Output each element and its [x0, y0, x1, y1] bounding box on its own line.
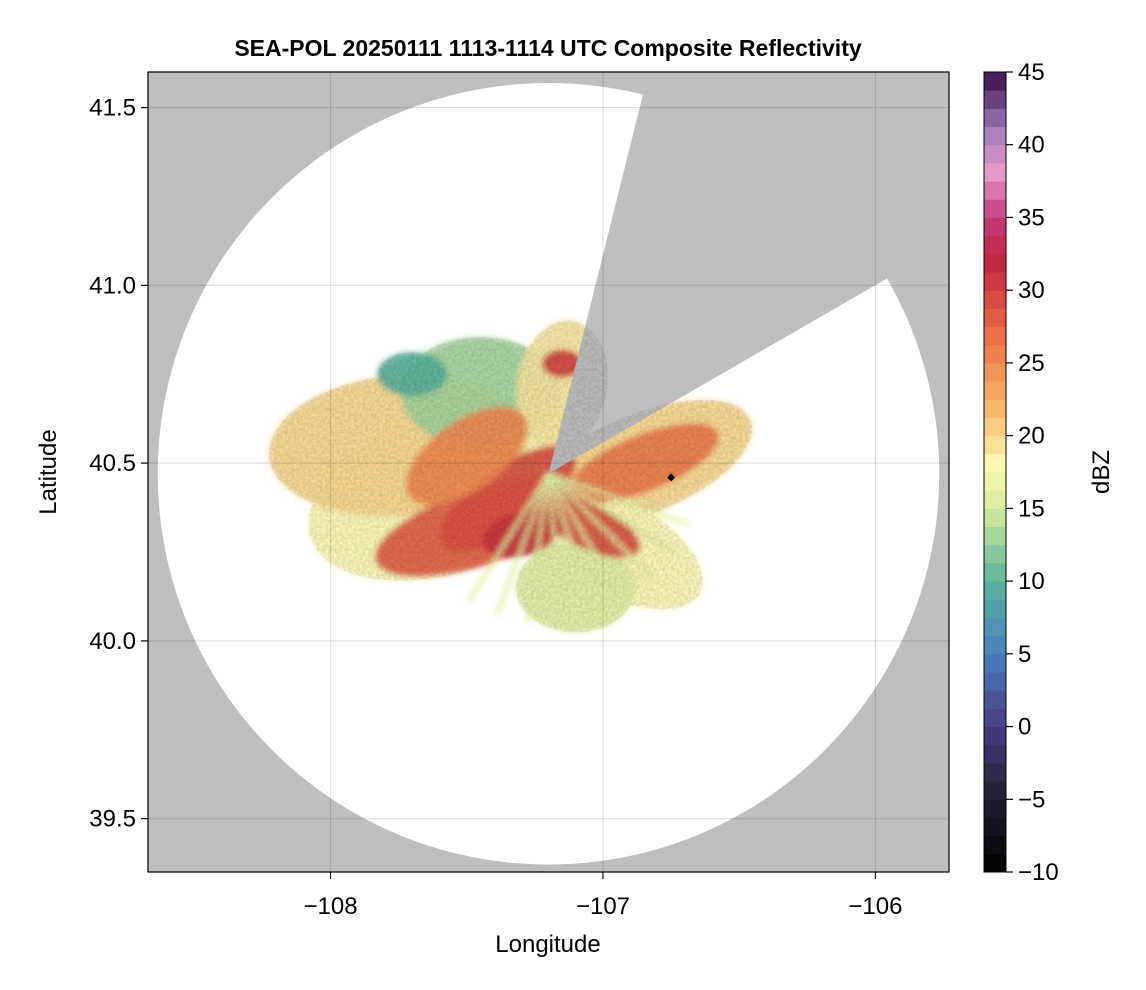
- colorbar-step: [984, 90, 1006, 109]
- colorbar-step: [984, 562, 1006, 582]
- x-tick-label: −106: [848, 893, 902, 920]
- colorbar-step: [984, 799, 1006, 818]
- colorbar-tick-label: −10: [1018, 859, 1059, 886]
- colorbar-step: [984, 835, 1006, 855]
- colorbar-step: [984, 326, 1006, 346]
- chart-title: SEA-POL 20250111 1113-1114 UTC Composite…: [234, 35, 862, 61]
- y-tick-label: 40.0: [89, 628, 136, 655]
- colorbar-step: [984, 599, 1006, 618]
- colorbar-step: [984, 381, 1006, 400]
- colorbar-step: [984, 672, 1006, 691]
- colorbar-step: [984, 708, 1006, 728]
- colorbar-step: [984, 653, 1006, 673]
- colorbar-tick-label: 5: [1018, 641, 1031, 668]
- colorbar-tick-label: 40: [1018, 132, 1045, 159]
- colorbar-step: [984, 544, 1006, 564]
- colorbar-step: [984, 581, 1006, 600]
- y-tick-label: 41.0: [89, 272, 136, 299]
- site-marker: [667, 473, 676, 482]
- colorbar-frame: [983, 71, 1007, 873]
- colorbar-step: [984, 181, 1006, 200]
- x-tick-label: −107: [576, 893, 630, 920]
- colorbar-step: [984, 362, 1006, 382]
- colorbar-step: [984, 744, 1006, 764]
- colorbar-tick-label: 10: [1018, 568, 1045, 595]
- plot-area: [148, 72, 949, 872]
- colorbar-step: [984, 781, 1006, 800]
- y-tick-label: 39.5: [89, 806, 136, 833]
- colorbar-tick-label: 0: [1018, 714, 1031, 741]
- colorbar-tick-label: 20: [1018, 423, 1045, 450]
- colorbar-step: [984, 526, 1006, 546]
- colorbar-step: [984, 726, 1006, 746]
- colorbar-step: [984, 635, 1006, 655]
- colorbar-step: [984, 853, 1006, 873]
- colorbar-tick-label: 15: [1018, 495, 1045, 522]
- x-axis-label: Longitude: [495, 931, 600, 958]
- colorbar-step: [984, 417, 1006, 437]
- colorbar-step: [984, 490, 1006, 509]
- colorbar-step: [984, 126, 1006, 146]
- colorbar-step: [984, 308, 1006, 328]
- blocked-sector-overlay: [548, 90, 891, 474]
- colorbar-label: dBZ: [1088, 450, 1115, 494]
- grid-lines: [148, 72, 949, 872]
- colorbar-step: [984, 344, 1006, 364]
- x-axis: −108 −107 −106: [304, 872, 902, 920]
- colorbar-step: [984, 235, 1006, 255]
- colorbar-tick-label: 25: [1018, 350, 1045, 377]
- y-axis: 39.5 40.0 40.5 41.0 41.5: [89, 95, 148, 833]
- colorbar-step: [984, 108, 1006, 128]
- plot-frame: [147, 71, 950, 873]
- colorbar-step: [984, 617, 1006, 637]
- colorbar-step: [984, 762, 1006, 782]
- colorbar-step: [984, 453, 1006, 473]
- colorbar-step: [984, 253, 1006, 273]
- colorbar-step: [984, 162, 1006, 182]
- y-tick-label: 41.5: [89, 95, 136, 122]
- colorbar-step: [984, 399, 1006, 418]
- colorbar-step: [984, 199, 1006, 218]
- y-axis-label: Latitude: [35, 429, 62, 514]
- colorbar-tick-label: 45: [1018, 59, 1045, 86]
- colorbar-step: [984, 144, 1006, 164]
- colorbar-step: [984, 72, 1006, 91]
- colorbar-step: [984, 272, 1006, 291]
- colorbar-step: [984, 690, 1006, 709]
- colorbar-tick-label: 35: [1018, 204, 1045, 231]
- colorbar-step: [984, 508, 1006, 528]
- x-tick-label: −108: [304, 893, 358, 920]
- colorbar-tick-label: −5: [1018, 786, 1045, 813]
- y-tick-label: 40.5: [89, 450, 136, 477]
- colorbar-step: [984, 817, 1006, 837]
- colorbar-step: [984, 472, 1006, 491]
- colorbar-step: [984, 435, 1006, 455]
- colorbar-tick-label: 30: [1018, 277, 1045, 304]
- colorbar: −10 −5 0 5 10 15 20 25 30 35 40 45: [983, 59, 1059, 886]
- colorbar-step: [984, 290, 1006, 309]
- colorbar-step: [984, 217, 1006, 237]
